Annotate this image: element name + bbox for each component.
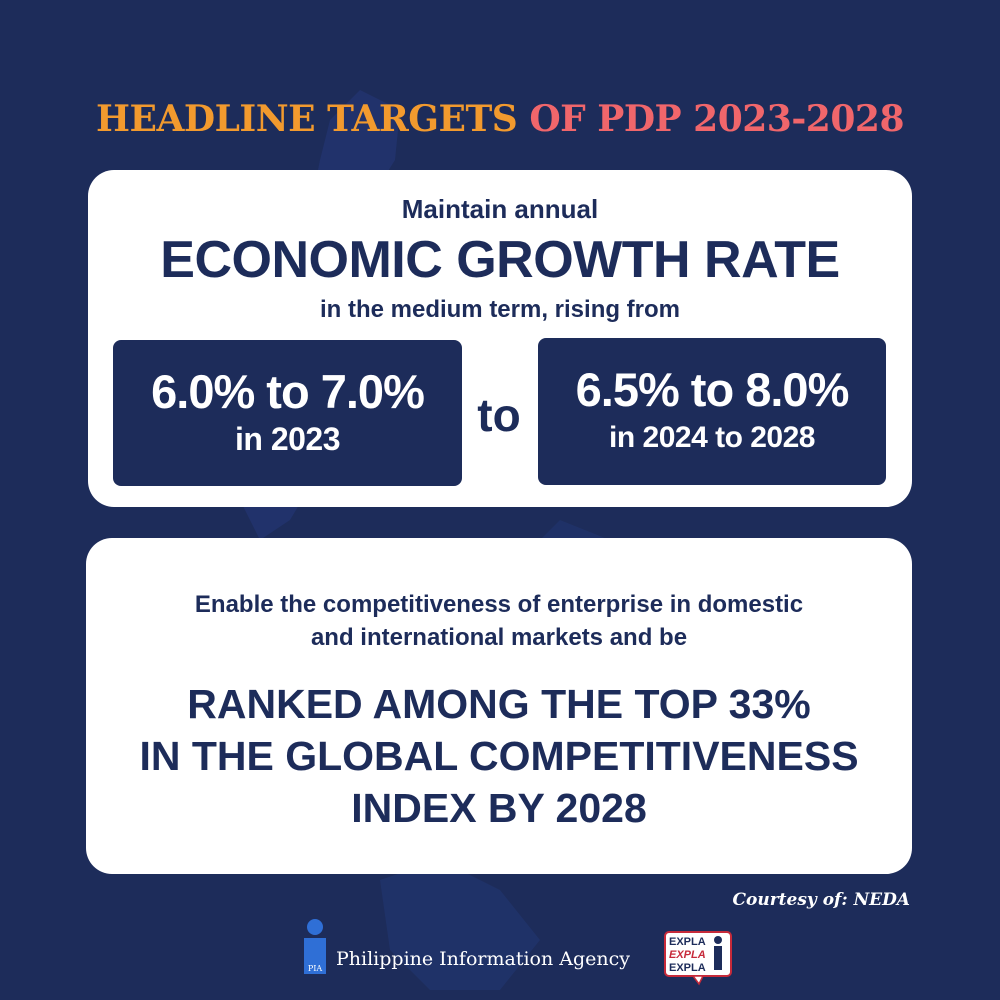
- courtesy-note: Courtesy of: NEDA: [732, 890, 911, 910]
- competitiveness-intro: Enable the competitiveness of enterprise…: [86, 588, 912, 654]
- growth-intro: Maintain annual: [401, 194, 599, 224]
- explain-logo-icon: EXPLA EXPLA EXPLA: [664, 931, 732, 986]
- competitiveness-target-line1: RANKED AMONG THE TOP 33%: [187, 681, 811, 727]
- pia-logo-icon: PIA: [304, 919, 326, 974]
- range-2024-2028-value: 6.5% to 8.0%: [575, 363, 850, 416]
- range-2023-box: 6.0% to 7.0% in 2023: [113, 340, 462, 486]
- explain-logo-line2: EXPLA: [669, 949, 706, 961]
- range-connector: to: [477, 389, 521, 441]
- explain-logo-line3: EXPLA: [669, 962, 706, 974]
- competitiveness-target-line2: IN THE GLOBAL COMPETITIVENESS: [139, 733, 859, 779]
- pia-logo-text: PIA: [308, 964, 323, 973]
- growth-rate-card: Maintain annual ECONOMIC GROWTH RATE in …: [88, 170, 912, 507]
- competitiveness-target: RANKED AMONG THE TOP 33% IN THE GLOBAL C…: [86, 678, 912, 834]
- growth-title: ECONOMIC GROWTH RATE: [160, 231, 840, 289]
- headline: HEADLINE TARGETS OF PDP 2023-2028: [0, 98, 1000, 140]
- explain-logo-line1: EXPLA: [669, 936, 706, 948]
- range-2023-period: in 2023: [234, 421, 341, 457]
- headline-part1: HEADLINE TARGETS: [96, 98, 518, 140]
- headline-part2: OF PDP 2023-2028: [517, 98, 904, 140]
- competitiveness-intro-line2: and international markets and be: [310, 624, 688, 651]
- range-2024-2028-box: 6.5% to 8.0% in 2024 to 2028: [538, 338, 886, 485]
- range-2024-2028-period: in 2024 to 2028: [609, 421, 815, 454]
- growth-subtitle: in the medium term, rising from: [319, 296, 681, 323]
- competitiveness-target-line3: INDEX BY 2028: [351, 785, 647, 831]
- competitiveness-card: Enable the competitiveness of enterprise…: [86, 538, 912, 874]
- agency-name: Philippine Information Agency: [336, 948, 630, 970]
- range-2023-value: 6.0% to 7.0%: [151, 365, 425, 418]
- competitiveness-intro-line1: Enable the competitiveness of enterprise…: [194, 591, 804, 618]
